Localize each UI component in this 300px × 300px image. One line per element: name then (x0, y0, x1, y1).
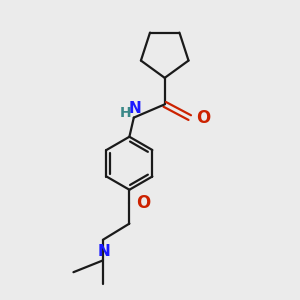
Text: O: O (136, 194, 150, 212)
Text: N: N (129, 101, 142, 116)
Text: N: N (98, 244, 111, 259)
Text: H: H (120, 106, 131, 120)
Text: O: O (196, 109, 211, 127)
